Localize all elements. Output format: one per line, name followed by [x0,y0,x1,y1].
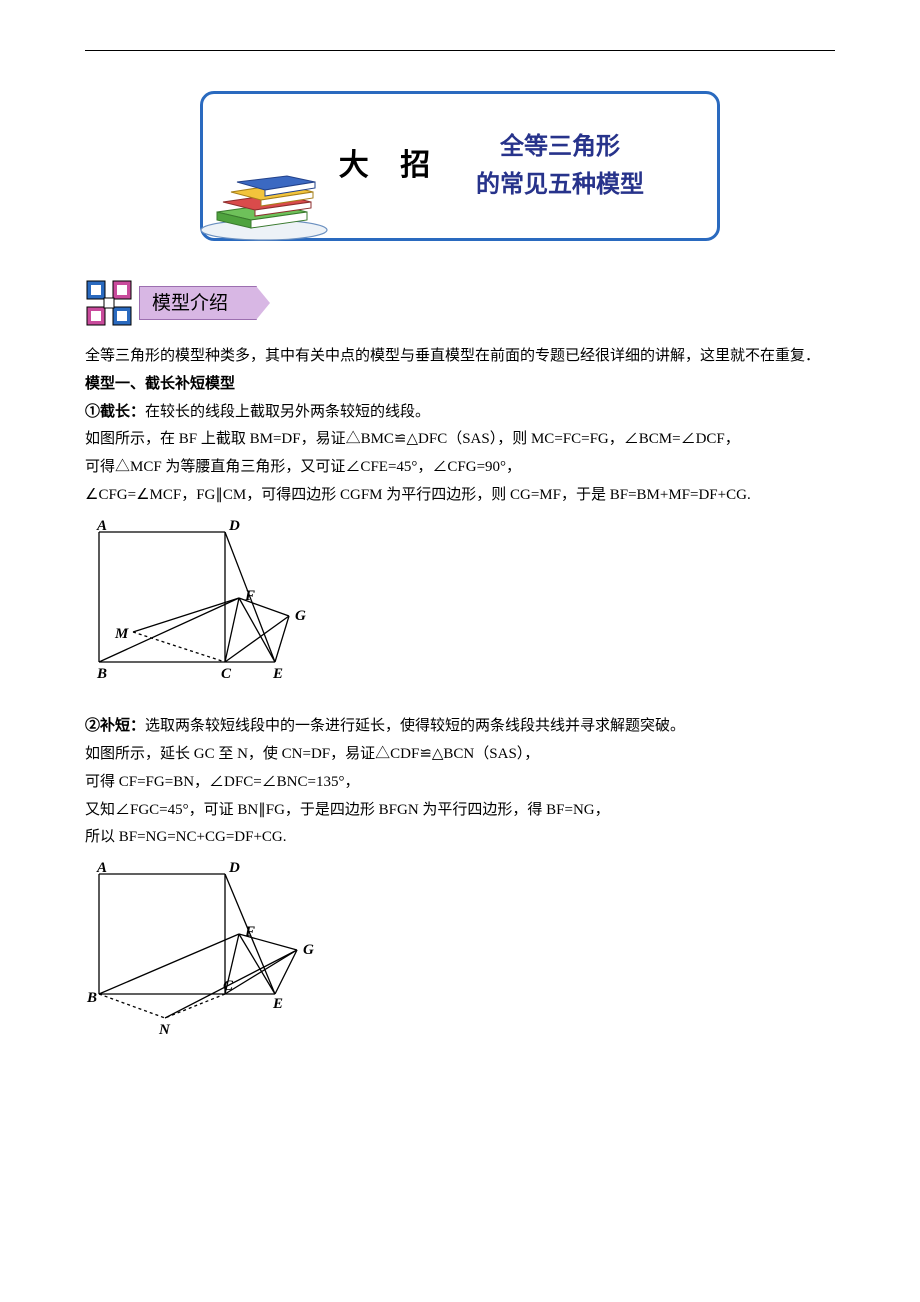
section-tag: 模型介绍 [85,281,835,325]
svg-text:A: A [96,520,107,534]
svg-text:G: G [303,942,314,958]
banner-container: 大 招 全等三角形 的常见五种模型 [85,91,835,241]
qr-icon [85,279,133,327]
figure-1: A D B C E F G M [85,520,835,696]
page-top-rule [85,50,835,51]
sub2-line5: 所以 BF=NG=NC+CG=DF+CG. [85,824,835,852]
sub2-title: ②补短： [85,718,145,734]
svg-text:D: D [228,862,240,876]
sub2-line4: 又知∠FGC=45°，可证 BN∥FG，于是四边形 BFGN 为平行四边形，得 … [85,797,835,825]
banner: 大 招 全等三角形 的常见五种模型 [200,91,720,241]
svg-text:F: F [244,924,255,940]
model1-heading: 模型一、截长补短模型 [85,371,835,399]
sub2-body: 选取两条较短线段中的一条进行延长，使得较短的两条线段共线并寻求解题突破。 [145,718,685,734]
svg-text:M: M [114,626,129,642]
sub1-body: 在较长的线段上截取另外两条较短的线段。 [145,404,430,420]
figure-2: A D B C E F G N [85,862,835,1048]
svg-text:G: G [295,608,306,624]
sub1-line3: 可得△MCF 为等腰直角三角形，又可证∠CFE=45°，∠CFG=90°， [85,454,835,482]
svg-text:B: B [86,990,97,1006]
svg-text:E: E [272,666,283,682]
banner-subtitle: 全等三角形 的常见五种模型 [476,128,644,205]
sub1-line4: ∠CFG=∠MCF，FG∥CM，可得四边形 CGFM 为平行四边形，则 CG=M… [85,482,835,510]
intro-text: 全等三角形的模型种类多，其中有关中点的模型与垂直模型在前面的专题已经很详细的讲解… [85,343,835,371]
banner-subtitle-line1: 全等三角形 [500,128,620,166]
sub1-title: ①截长： [85,404,145,420]
model1-sub2: ②补短：选取两条较短线段中的一条进行延长，使得较短的两条线段共线并寻求解题突破。 [85,713,835,741]
svg-text:F: F [244,588,255,604]
banner-title: 大 招 [323,138,458,194]
svg-text:A: A [96,862,107,876]
sub2-line2: 如图所示，延长 GC 至 N，使 CN=DF，易证△CDF≌△BCN（SAS）， [85,741,835,769]
section-tag-label: 模型介绍 [139,286,257,320]
sub1-line2: 如图所示，在 BF 上截取 BM=DF，易证△BMC≌△DFC（SAS），则 M… [85,426,835,454]
books-illustration [197,164,332,242]
svg-text:N: N [158,1022,171,1037]
sub2-line3: 可得 CF=FG=BN，∠DFC=∠BNC=135°， [85,769,835,797]
svg-text:C: C [223,978,234,994]
model1-sub1: ①截长：在较长的线段上截取另外两条较短的线段。 [85,399,835,427]
svg-text:D: D [228,520,240,534]
svg-text:E: E [272,996,283,1012]
svg-text:B: B [96,666,107,682]
svg-text:C: C [221,666,232,682]
banner-subtitle-line2: 的常见五种模型 [476,166,644,204]
